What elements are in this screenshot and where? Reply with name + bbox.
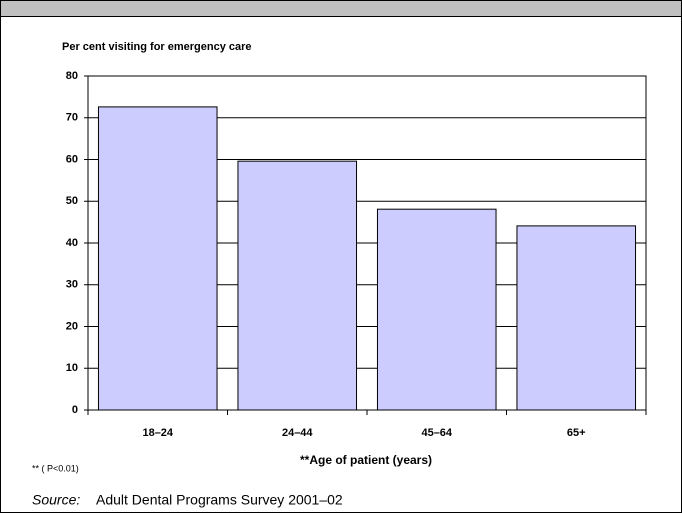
chart-title: Per cent visiting for emergency care: [62, 41, 252, 53]
y-tick-label: 10: [66, 362, 78, 374]
header-bar: [0, 0, 682, 17]
x-tick-label: 45–64: [421, 427, 452, 439]
footnote: ** ( P<0.01): [32, 463, 79, 473]
y-tick-label: 30: [66, 279, 78, 291]
bar: [376, 208, 497, 411]
y-tick-label: 0: [72, 404, 78, 416]
y-tick-label: 60: [66, 153, 78, 165]
bar: [516, 225, 637, 411]
source-label: Source:: [32, 492, 80, 508]
y-tick-label: 80: [66, 70, 78, 82]
y-tick-label: 70: [66, 112, 78, 124]
y-tick-label: 50: [66, 195, 78, 207]
bar: [97, 106, 218, 411]
x-axis-label: **Age of patient (years): [300, 453, 432, 467]
source: Adult Dental Programs Survey 2001–02: [96, 492, 343, 508]
x-tick-label: 65+: [567, 427, 586, 439]
y-tick-label: 20: [66, 320, 78, 332]
x-tick-label: 18–24: [142, 427, 173, 439]
x-tick-label: 24–44: [282, 427, 313, 439]
y-tick-label: 40: [66, 237, 78, 249]
bar: [237, 160, 358, 411]
